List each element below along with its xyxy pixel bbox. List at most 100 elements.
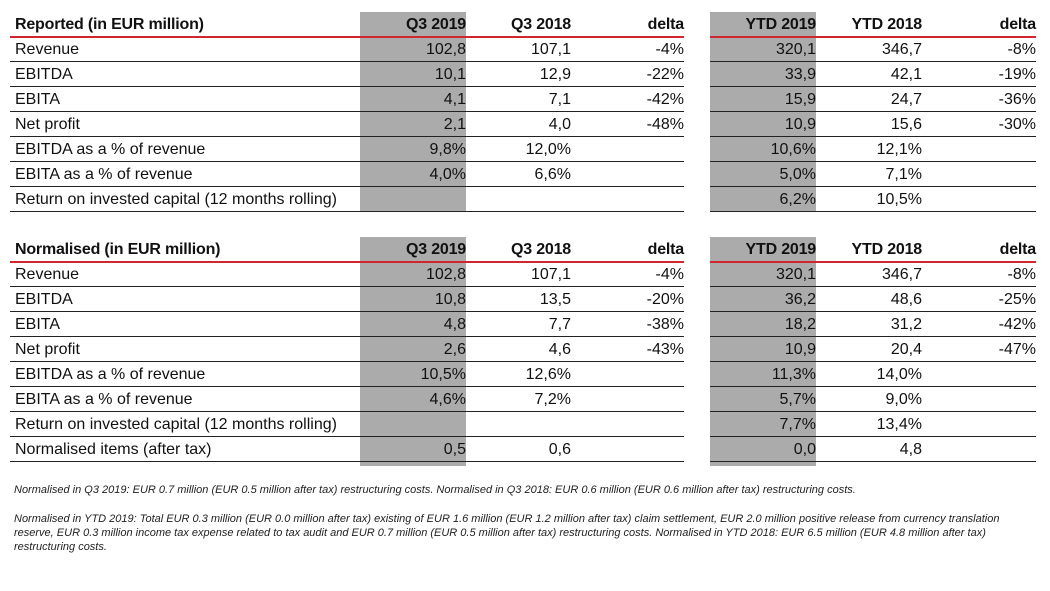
table-cell: -8% [1007, 41, 1036, 58]
row-divider [10, 336, 684, 337]
row-divider [10, 61, 684, 62]
row-label: EBITDA as a % of revenue [15, 141, 206, 158]
table-cell [923, 362, 1036, 387]
table-cell: 4,1 [443, 91, 466, 108]
footnote-ytd: Normalised in YTD 2019: Total EUR 0.3 mi… [14, 513, 1000, 553]
table-cell [572, 387, 684, 412]
table-cell [923, 187, 1036, 212]
table-row: EBITA 4,1 7,1 -42% 15,9 24,7 -36% [10, 87, 1036, 112]
row-label: EBITA as a % of revenue [15, 166, 193, 183]
table-cell: 10,9 [784, 116, 816, 133]
table-cell: 9,0% [885, 391, 922, 408]
table-cell: -47% [998, 341, 1036, 358]
table-cell: 4,6 [548, 341, 571, 358]
table-cell [572, 137, 684, 162]
row-divider [10, 161, 684, 162]
table-cell: 4,8 [899, 441, 922, 458]
table-cell [572, 187, 684, 212]
table-cell: 4,0% [429, 166, 466, 183]
table-cell: 48,6 [890, 291, 922, 308]
column-header: delta [647, 16, 685, 33]
table-cell: 4,0 [548, 116, 571, 133]
table-cell: 5,0% [779, 166, 816, 183]
table-cell: 42,1 [890, 66, 922, 83]
table-cell [360, 187, 466, 212]
table-cell: 31,2 [890, 316, 922, 333]
table-cell: 10,1 [434, 66, 466, 83]
table-cell: 10,9 [784, 341, 816, 358]
table-cell: 14,0% [876, 366, 922, 383]
table-cell: 10,8 [434, 291, 466, 308]
table-row: Return on invested capital (12 months ro… [10, 187, 1036, 212]
table-title: Normalised (in EUR million) [15, 241, 221, 258]
table-cell: 18,2 [784, 316, 816, 333]
table-cell: -48% [646, 116, 684, 133]
column-header: YTD 2018 [851, 241, 923, 258]
row-divider [10, 136, 684, 137]
table-cell: 20,4 [890, 341, 922, 358]
column-header: Q3 2018 [511, 241, 571, 258]
table-cell: -42% [646, 91, 684, 108]
row-divider [710, 61, 1036, 62]
table-cell: 12,6% [525, 366, 571, 383]
column-header: YTD 2019 [745, 241, 817, 258]
table-cell: 2,6 [443, 341, 466, 358]
reported-table: Reported (in EUR million) Q3 2019 Q3 201… [10, 12, 1036, 212]
table-row: EBITDA 10,1 12,9 -22% 33,9 42,1 -19% [10, 62, 1036, 87]
table-cell: 24,7 [890, 91, 922, 108]
row-divider [710, 436, 1036, 437]
table-cell: -8% [1007, 266, 1036, 283]
table-cell: 0,5 [443, 441, 466, 458]
footnote-q3: Normalised in Q3 2019: EUR 0.7 million (… [14, 484, 856, 496]
table-cell [923, 137, 1036, 162]
column-header: YTD 2019 [745, 16, 817, 33]
header-underline-right [710, 36, 1036, 38]
table-cell: 7,1% [885, 166, 922, 183]
row-divider [10, 111, 684, 112]
table-row: EBITA 4,8 7,7 -38% 18,2 31,2 -42% [10, 312, 1036, 337]
table-cell: 6,6% [534, 166, 571, 183]
table-row: EBITDA as a % of revenue 9,8% 12,0% 10,6% 12… [10, 137, 1036, 162]
table-cell: -36% [998, 91, 1036, 108]
row-divider [710, 111, 1036, 112]
table-cell: 11,3% [771, 366, 816, 383]
row-divider [710, 136, 1036, 137]
table-row: Revenue 102,8 107,1 -4% 320,1 346,7 -8% [10, 37, 1036, 62]
column-header: Q3 2019 [406, 241, 466, 258]
row-label: Return on invested capital (12 months ro… [15, 416, 337, 433]
table-cell: -30% [998, 116, 1036, 133]
header-underline-left [10, 36, 684, 38]
row-divider [710, 336, 1036, 337]
table-cell [923, 437, 1036, 462]
column-header: YTD 2018 [851, 16, 923, 33]
table-cell: -38% [646, 316, 684, 333]
row-label: EBITDA [15, 66, 73, 83]
table-row: Return on invested capital (12 months ro… [10, 412, 1036, 437]
table-cell: 33,9 [784, 66, 816, 83]
column-header: Q3 2019 [406, 16, 466, 33]
row-label: EBITA [15, 91, 61, 108]
column-header: delta [647, 241, 685, 258]
table-cell: 4,8 [443, 316, 466, 333]
table-cell: 320,1 [775, 41, 816, 58]
table-cell: 2,1 [443, 116, 466, 133]
header-underline-left [10, 261, 684, 263]
row-label: Revenue [15, 41, 80, 58]
table-cell: -19% [998, 66, 1036, 83]
row-divider [10, 311, 684, 312]
table-cell: 15,6 [890, 116, 922, 133]
table-title: Reported (in EUR million) [15, 16, 204, 33]
column-header: Q3 2018 [511, 16, 571, 33]
table-cell: 107,1 [530, 41, 571, 58]
table-cell: 7,7 [548, 316, 571, 333]
row-label: Net profit [15, 341, 80, 358]
table-cell: 12,9 [539, 66, 571, 83]
table-cell: 9,8% [429, 141, 466, 158]
table-header-row: Normalised (in EUR million) Q3 2019 Q3 2… [10, 237, 1036, 262]
table-row: EBITA as a % of revenue 4,0% 6,6% 5,0% 7,1% [10, 162, 1036, 187]
table-cell: -43% [646, 341, 684, 358]
row-label: EBITA [15, 316, 61, 333]
table-cell: 12,0% [525, 141, 571, 158]
table-cell: 36,2 [784, 291, 816, 308]
